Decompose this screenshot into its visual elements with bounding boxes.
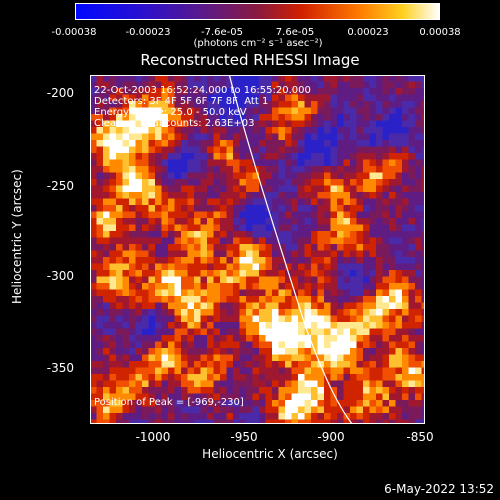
y-tick: -200 xyxy=(46,86,74,100)
plot-frame xyxy=(90,75,425,424)
colorbar-unit-label: (photons cm⁻² s⁻¹ asec⁻²) xyxy=(193,38,323,49)
rhessi-image xyxy=(90,75,425,424)
colorbar-tick: -7.6e-05 xyxy=(201,27,243,38)
y-tick: -300 xyxy=(46,269,74,283)
x-tick: -850 xyxy=(406,430,434,444)
x-tick: -950 xyxy=(230,430,258,444)
colorbar xyxy=(75,3,440,20)
colorbar-tick: 7.6e-05 xyxy=(275,27,315,38)
x-tick: -1000 xyxy=(135,430,171,444)
x-axis-label: Heliocentric X (arcsec) xyxy=(202,447,338,461)
y-tick: -250 xyxy=(46,179,74,193)
info-energy-range: Energy Range: 25.0 - 50.0 keV xyxy=(94,107,247,118)
peak-position-label: Position of Peak = [-969,-230] xyxy=(94,397,244,408)
colorbar-tick: 0.00038 xyxy=(419,27,461,38)
info-time-range: 22-Oct-2003 16:52:24.000 to 16:55:20.000 xyxy=(94,85,311,96)
colorbar-tick: 0.00023 xyxy=(347,27,389,38)
x-tick: -900 xyxy=(317,430,345,444)
info-clean-counts: Clean Total counts: 2.63E+03 xyxy=(94,118,255,129)
y-axis-label: Heliocentric Y (arcsec) xyxy=(10,169,24,304)
info-detectors: Detectors: 3F 4F 5F 6F 7F 8F Att 1 xyxy=(94,96,269,107)
colorbar-tick: -0.00023 xyxy=(125,27,171,38)
colorbar-tick: -0.00038 xyxy=(51,27,97,38)
plot-title: Reconstructed RHESSI Image xyxy=(140,51,360,69)
y-tick: -350 xyxy=(46,361,74,375)
solar-limb-line xyxy=(228,75,353,424)
footer-timestamp: 6-May-2022 13:52 xyxy=(384,482,494,496)
